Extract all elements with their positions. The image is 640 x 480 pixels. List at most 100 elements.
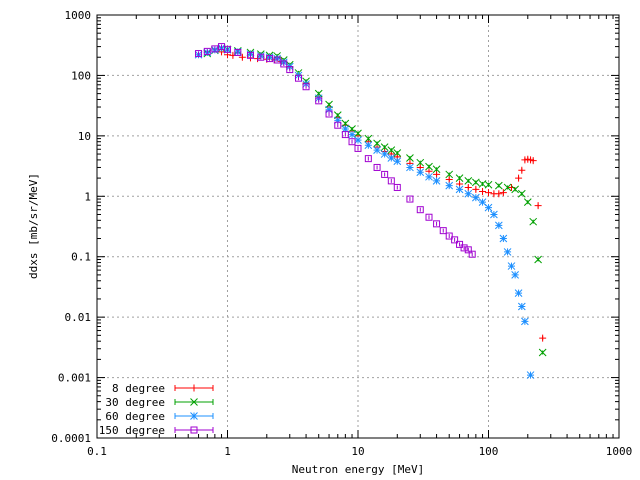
- data-point: [455, 185, 464, 194]
- y-tick-label: 1000: [65, 9, 92, 22]
- data-point: [257, 53, 265, 61]
- data-point: [406, 163, 414, 172]
- data-point: [425, 172, 433, 181]
- y-tick-label: 0.1: [71, 251, 91, 264]
- data-point: [484, 203, 493, 212]
- data-point: [234, 48, 242, 56]
- data-point: [364, 155, 372, 163]
- tick-labels: 0.1 1 10 100 1000 0.0001 0.001 0.01 0.1 1 10 100 100…: [51, 9, 632, 458]
- data-point: [515, 174, 523, 182]
- data-point: [445, 175, 453, 183]
- data-point: [433, 170, 441, 178]
- data-point: [514, 289, 523, 297]
- data-point: [393, 157, 402, 166]
- data-point: [211, 45, 219, 53]
- data-point: [495, 190, 503, 198]
- data-point: [302, 83, 310, 91]
- x-tick-label: 1000: [606, 445, 633, 458]
- y-tick-label: 0.0001: [51, 432, 91, 445]
- data-point: [348, 138, 356, 146]
- y-tick-label: 10: [78, 130, 91, 143]
- data-point: [354, 136, 362, 144]
- axis-ticks: [96, 14, 620, 439]
- data-point: [464, 177, 473, 185]
- data-point: [246, 51, 254, 59]
- data-point: [471, 193, 480, 202]
- y-tick-label: 0.001: [58, 372, 91, 385]
- data-point: [479, 188, 487, 196]
- data-point: [439, 227, 447, 235]
- y-tick-label: 1: [84, 190, 91, 203]
- data-point: [273, 56, 281, 64]
- data-point: [325, 105, 333, 114]
- data-point: [348, 125, 356, 133]
- data-point: [341, 125, 350, 133]
- data-point: [472, 185, 480, 193]
- data-point: [511, 271, 519, 279]
- data-point: [445, 181, 454, 190]
- x-tick-label: 10: [351, 445, 364, 458]
- data-point: [334, 121, 342, 129]
- legend-marker: [190, 412, 198, 420]
- data-point: [471, 178, 480, 187]
- data-point: [451, 236, 459, 244]
- data-point: [364, 141, 373, 150]
- data-point: [203, 47, 211, 55]
- data-point: [354, 144, 362, 152]
- data-point: [539, 334, 547, 342]
- data-point: [393, 149, 402, 157]
- data-point: [468, 250, 476, 258]
- data-point: [381, 170, 389, 178]
- data-point: [325, 110, 333, 118]
- data-point: [478, 198, 487, 206]
- data-point: [455, 174, 464, 182]
- data-point: [538, 348, 547, 357]
- data-point: [224, 45, 231, 53]
- data-point: [499, 234, 508, 243]
- legend-label: 30 degree: [105, 396, 165, 409]
- data-point: [364, 134, 373, 143]
- data-point: [534, 202, 542, 210]
- data-point: [315, 97, 323, 105]
- data-point: [387, 154, 396, 162]
- data-point: [517, 189, 526, 198]
- legend-marker: [190, 426, 198, 434]
- data-point: [499, 189, 507, 197]
- data-point: [432, 177, 441, 185]
- y-tick-label: 0.01: [65, 311, 92, 324]
- data-point: [393, 183, 401, 191]
- data-point: [286, 66, 294, 74]
- data-point: [406, 154, 414, 162]
- legend-marker: [190, 384, 198, 392]
- legend-marker: [190, 398, 198, 406]
- data-point: [529, 157, 537, 165]
- data-point: [416, 158, 425, 167]
- data-point: [494, 181, 503, 190]
- x-tick-label: 100: [479, 445, 499, 458]
- data-point: [526, 371, 535, 379]
- data-point: [295, 74, 303, 82]
- data-point: [266, 55, 274, 63]
- data-point: [280, 60, 288, 68]
- data-point: [406, 195, 414, 203]
- data-point: [238, 53, 246, 61]
- data-point: [464, 183, 472, 191]
- data-point: [490, 210, 498, 219]
- data-point: [387, 146, 396, 155]
- data-point: [456, 240, 464, 248]
- data-point: [507, 262, 516, 270]
- data-point: [445, 232, 453, 240]
- data-point: [380, 150, 389, 158]
- data-point: [373, 163, 381, 171]
- data-point: [484, 180, 493, 189]
- data-point: [445, 170, 454, 179]
- data-point: [460, 244, 468, 252]
- legend-label: 8 degree: [112, 382, 165, 395]
- data-point: [433, 220, 441, 228]
- data-point: [517, 302, 526, 311]
- data-point: [416, 168, 425, 177]
- data-point: [432, 165, 441, 174]
